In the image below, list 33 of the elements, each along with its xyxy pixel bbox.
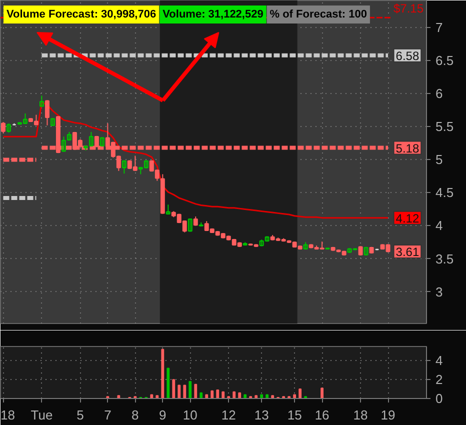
y-tick-label: 4.5 [436,185,454,200]
x-tick-label: 5 [76,408,84,422]
x-tick-label: 18 [353,408,368,422]
x-tick-label: 9 [159,408,166,422]
x-tick-label: 8 [132,408,139,422]
y-tick-label: 6 [436,86,443,102]
x-tick-label: 13 [254,408,269,422]
y-tick-label: 2 [436,372,443,388]
annotation: 3.61 [396,245,420,259]
y-tick-label: 5 [436,152,443,168]
y-tick-label: 7 [436,20,443,36]
y-tick-label: 4 [436,218,443,234]
x-tick-label: 12 [221,408,236,422]
annotation: % of Forecast: 100 [270,8,367,20]
x-tick-label: 19 [380,408,396,422]
x-tick-label: 15 [287,408,302,422]
y-tick-label: 3.5 [436,251,454,266]
x-tick-label: 18 [0,408,15,422]
y-tick-label: 5.5 [436,119,454,134]
ref-line-label: $7.15 [393,2,424,16]
x-tick-label: 10 [182,408,198,422]
y-tick-label: 0 [436,391,443,406]
x-tick-label: 16 [314,408,330,422]
annotation: 5.18 [396,141,420,156]
annotation: 6.58 [396,48,420,63]
annotation: Volume: 31,122,529 [162,8,264,20]
annotation: 4.12 [396,211,420,226]
x-tick-label: 7 [104,408,112,422]
x-tick-label: Tue [30,408,53,422]
y-tick-label: 4 [436,353,443,368]
y-tick-label: 3 [436,284,443,300]
y-tick-label: 6.5 [436,53,454,68]
annotation: Volume Forecast: 30,998,706 [6,8,156,20]
